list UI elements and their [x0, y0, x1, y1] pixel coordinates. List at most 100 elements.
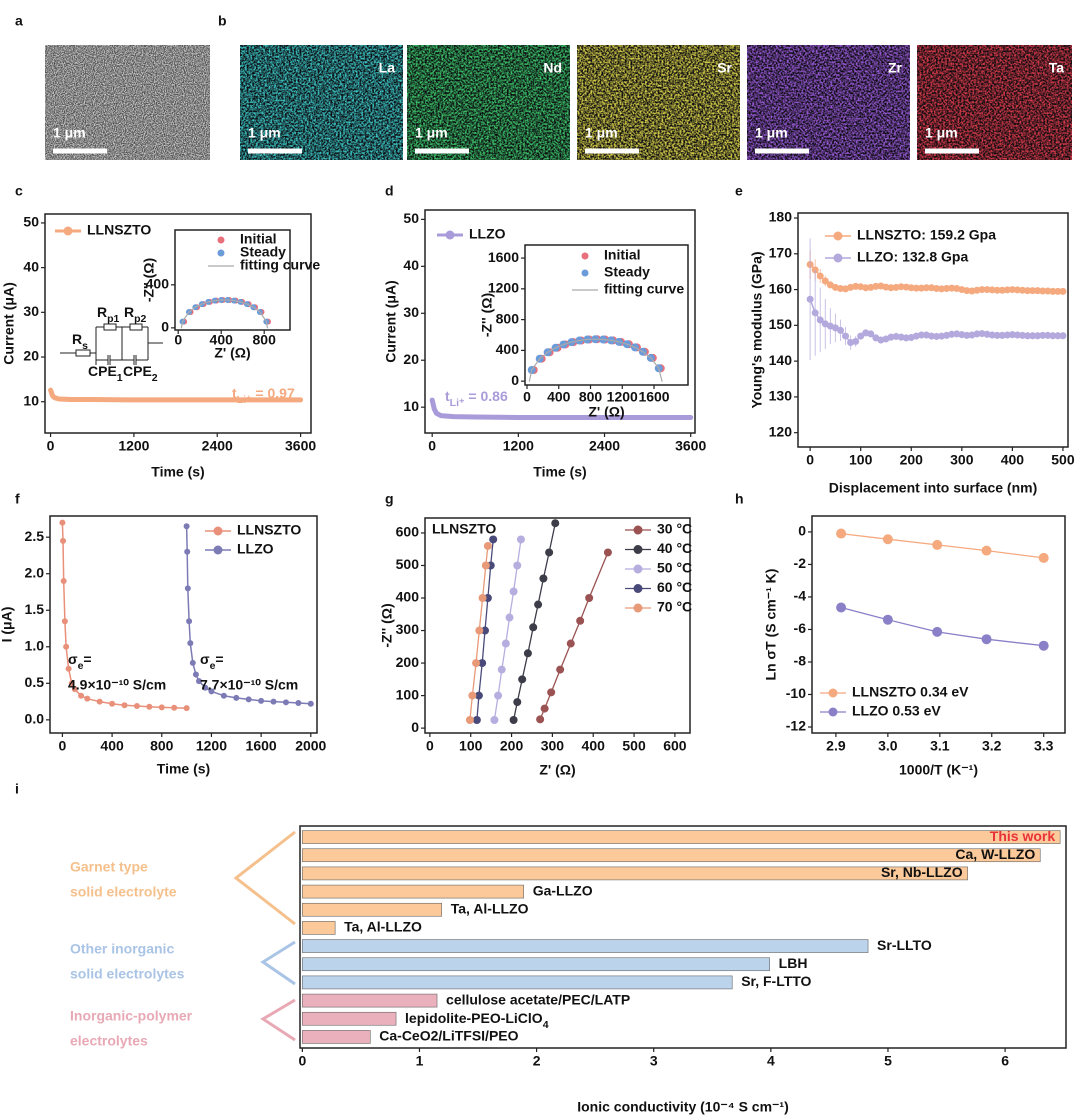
circuit-label-sub: p2 [134, 313, 146, 325]
annotation-text: σ [200, 651, 210, 667]
y-tick-label: 120 [769, 423, 793, 439]
data-point [1039, 287, 1047, 295]
data-point [862, 284, 870, 292]
legend-marker [581, 269, 589, 277]
y-tick-label: -4 [794, 588, 807, 604]
data-point [943, 284, 951, 292]
panel-label: h [735, 491, 744, 507]
x-axis-label: Z' (Ω) [539, 762, 575, 778]
data-point [184, 548, 191, 555]
x-tick-label: 400 [547, 389, 571, 405]
data-point [1018, 331, 1026, 339]
data-point [897, 283, 905, 291]
data-point [973, 330, 981, 338]
panel-label: e [735, 183, 743, 199]
bar-label: Ta, Al-LLZO [344, 919, 422, 935]
data-point [529, 623, 538, 632]
circuit-label-text: CPE [88, 363, 117, 379]
data-point [1054, 332, 1062, 340]
legend-label: Steady [240, 244, 286, 260]
data-point [1013, 286, 1021, 294]
circuit-label-sub: 1 [117, 372, 123, 384]
x-tick-label: 500 [622, 738, 646, 754]
data-point [158, 704, 165, 711]
legend-label: 60 °C [657, 579, 692, 595]
legend-marker [213, 545, 223, 555]
group-label: solid electrolytes [70, 966, 185, 982]
data-point [981, 634, 992, 645]
data-point [948, 284, 956, 292]
x-tick-label: 0 [298, 1053, 306, 1069]
x-tick-label: 4 [767, 1053, 775, 1069]
panel-label: f [15, 491, 20, 507]
data-point [78, 692, 85, 699]
x-tick-label: 1200 [118, 438, 149, 454]
circuit-resistor [103, 323, 117, 331]
scale-bar-label: 1 μm [925, 125, 958, 141]
x-tick-label: 2 [533, 1053, 541, 1069]
x-tick-label: 6 [1001, 1053, 1009, 1069]
legend-marker [633, 603, 643, 613]
data-point [472, 659, 481, 668]
scale-bar-label: 1 μm [248, 125, 281, 141]
data-point [981, 545, 992, 556]
data-point [842, 332, 850, 340]
x-tick-label: 3.2 [982, 738, 1002, 754]
data-point [474, 691, 483, 700]
x-tick-label: 400 [582, 738, 606, 754]
circuit-label-sub: p1 [107, 313, 119, 325]
image-noise [45, 45, 210, 160]
data-point [481, 561, 490, 570]
bar [302, 993, 438, 1008]
data-point [472, 715, 481, 724]
y-tick-label: 170 [769, 244, 793, 260]
y-tick-label: 40 [403, 257, 419, 273]
x-tick-label: 200 [500, 738, 524, 754]
legend-marker [217, 249, 225, 257]
x-tick-label: 0 [59, 738, 67, 754]
data-point [811, 309, 819, 317]
data-point [1054, 287, 1062, 295]
data-point [993, 331, 1001, 339]
x-tick-label: 3.0 [878, 738, 898, 754]
data-point [988, 331, 996, 339]
data-point [938, 285, 946, 293]
x-axis-label: Time (s) [157, 761, 210, 777]
y-tick-label: 1.5 [25, 601, 45, 617]
data-point [857, 332, 865, 340]
data-point [816, 272, 824, 280]
bar-label: Ca-CeO2/LiTFSI/PEO [379, 1028, 518, 1044]
circuit-resistor [75, 349, 91, 357]
x-axis-label: Z' (Ω) [588, 404, 624, 420]
legend-label: Steady [604, 264, 650, 280]
y-tick-label: 20 [403, 351, 419, 367]
legend-label: Initial [240, 231, 277, 247]
data-point [1044, 287, 1052, 295]
x-tick-label: 1200 [503, 438, 534, 454]
annotation: tLi⁺ = 0.97 [232, 385, 295, 406]
data-point [1049, 332, 1057, 340]
element-label: Sr [717, 60, 732, 76]
data-point [998, 331, 1006, 339]
panel-label: g [385, 491, 394, 507]
panel-label: d [385, 183, 394, 199]
legend-label: LLNSZTO [87, 222, 151, 238]
y-tick-label: 140 [769, 352, 793, 368]
x-tick-label: 800 [579, 389, 603, 405]
data-point [494, 691, 503, 700]
data-point [71, 686, 78, 693]
data-point [490, 715, 499, 724]
y-axis-label: Current (μA) [1, 282, 17, 364]
data-point [836, 602, 847, 613]
x-tick-label: 100 [849, 452, 873, 468]
x-tick-label: 400 [1001, 452, 1025, 468]
data-point [1044, 331, 1052, 339]
legend-marker [633, 564, 643, 574]
x-axis-label: Ionic conductivity (10⁻⁴ S cm⁻¹) [577, 1099, 789, 1115]
scale-bar-label: 1 μm [585, 125, 618, 141]
y-tick-label: 40 [23, 258, 39, 274]
bar [302, 866, 968, 881]
data-point [60, 537, 67, 544]
data-point [121, 702, 128, 709]
y-tick-label: 0.5 [25, 674, 45, 690]
